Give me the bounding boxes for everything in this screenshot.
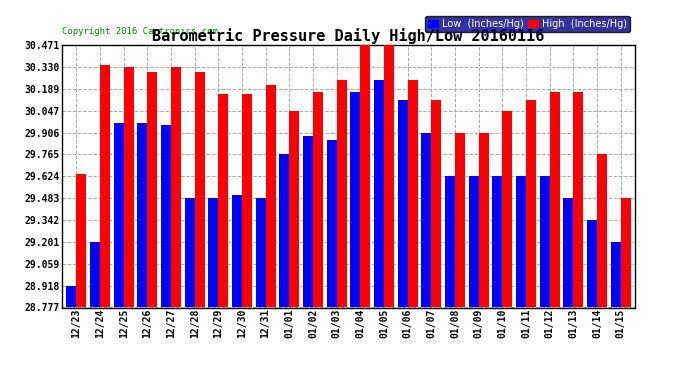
- Bar: [384, 45, 394, 308]
- Bar: [303, 136, 313, 308]
- Bar: [526, 100, 536, 308]
- Bar: [279, 154, 289, 308]
- Bar: [185, 198, 195, 308]
- Bar: [374, 80, 384, 308]
- Bar: [171, 67, 181, 308]
- Bar: [90, 242, 100, 308]
- Bar: [100, 65, 110, 308]
- Bar: [408, 80, 417, 308]
- Bar: [232, 195, 242, 308]
- Bar: [502, 111, 512, 308]
- Bar: [161, 125, 171, 308]
- Text: Copyright 2016 Cartronics.com: Copyright 2016 Cartronics.com: [62, 27, 218, 36]
- Bar: [587, 220, 597, 308]
- Bar: [573, 92, 583, 308]
- Bar: [516, 176, 526, 308]
- Bar: [550, 92, 560, 308]
- Bar: [77, 174, 86, 308]
- Bar: [597, 154, 607, 308]
- Bar: [313, 92, 323, 308]
- Bar: [540, 176, 550, 308]
- Bar: [611, 242, 620, 308]
- Bar: [351, 92, 360, 308]
- Title: Barometric Pressure Daily High/Low 20160116: Barometric Pressure Daily High/Low 20160…: [152, 28, 544, 44]
- Bar: [337, 80, 346, 308]
- Bar: [479, 132, 489, 308]
- Bar: [137, 123, 147, 308]
- Bar: [256, 198, 266, 308]
- Bar: [195, 72, 204, 308]
- Bar: [289, 111, 299, 308]
- Bar: [445, 176, 455, 308]
- Bar: [326, 140, 337, 308]
- Bar: [455, 132, 465, 308]
- Bar: [208, 198, 218, 308]
- Bar: [266, 85, 275, 308]
- Legend: Low  (Inches/Hg), High  (Inches/Hg): Low (Inches/Hg), High (Inches/Hg): [425, 16, 630, 32]
- Bar: [360, 45, 371, 308]
- Bar: [620, 198, 631, 308]
- Bar: [218, 94, 228, 308]
- Bar: [114, 123, 124, 308]
- Bar: [242, 94, 252, 308]
- Bar: [469, 176, 479, 308]
- Bar: [147, 72, 157, 308]
- Bar: [493, 176, 502, 308]
- Bar: [422, 132, 431, 308]
- Bar: [124, 67, 134, 308]
- Bar: [431, 100, 441, 308]
- Bar: [66, 286, 77, 308]
- Bar: [563, 198, 573, 308]
- Bar: [397, 100, 408, 308]
